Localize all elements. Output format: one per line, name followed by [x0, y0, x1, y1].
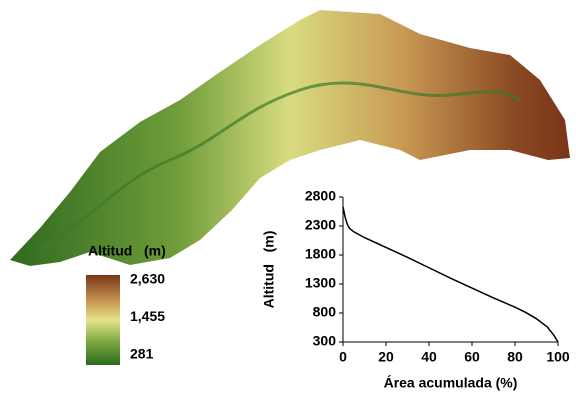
legend-bar	[86, 275, 120, 365]
y-tick-label: 300	[313, 333, 337, 349]
river-network	[39, 81, 521, 252]
hypsometric-curve	[342, 206, 559, 343]
legend-label: 1,455	[130, 308, 165, 324]
x-axis-label: Área acumulada (%)	[384, 375, 518, 391]
y-tick-label: 2800	[305, 188, 336, 204]
x-tick-label: 40	[421, 349, 437, 365]
y-tick-label: 1300	[305, 275, 336, 291]
y-tick-label: 800	[313, 304, 337, 320]
y-tick-label: 1800	[305, 246, 336, 262]
legend-label: 281	[130, 346, 154, 362]
x-tick-label: 100	[546, 349, 570, 365]
x-tick-label: 0	[339, 349, 347, 365]
legend-label: 2,630	[130, 271, 165, 287]
x-tick-label: 20	[378, 349, 394, 365]
x-tick-label: 60	[464, 349, 480, 365]
y-tick-label: 2300	[305, 217, 336, 233]
watershed-map	[10, 10, 570, 266]
x-tick-label: 80	[507, 349, 523, 365]
legend-title: Altitud (m)	[88, 243, 166, 259]
y-axis-label: Altitud (m)	[261, 231, 277, 309]
